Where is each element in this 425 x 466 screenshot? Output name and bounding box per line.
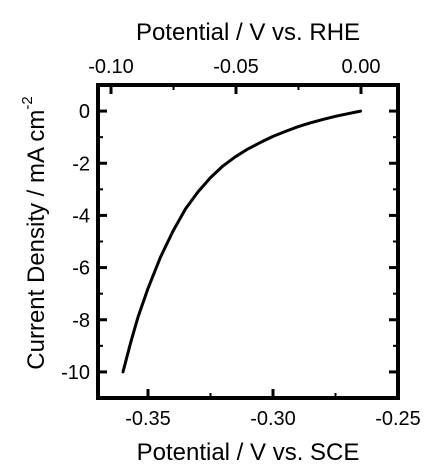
y-tick-label-5: -10 bbox=[61, 362, 90, 384]
tick-labels: -0.35 -0.30 -0.25 -0.10 -0.05 0.00 0 -2 -4 -6 -8 -1… bbox=[61, 56, 421, 430]
y-tick-label-2: -4 bbox=[72, 205, 90, 227]
y-tick-label-0: 0 bbox=[79, 101, 90, 123]
left-axis-title-superscript: -2 bbox=[19, 96, 36, 109]
plot-area bbox=[96, 83, 400, 400]
x-tick-label-2: -0.25 bbox=[375, 408, 421, 430]
plot-frame bbox=[96, 83, 400, 400]
x-tick-label-1: -0.30 bbox=[250, 408, 296, 430]
top-axis-title: Potential / V vs. RHE bbox=[136, 19, 360, 46]
x2-tick-label-1: -0.05 bbox=[213, 56, 259, 78]
y-tick-label-3: -6 bbox=[72, 258, 90, 280]
left-axis-title-main: Current Density / mA cm bbox=[23, 110, 50, 370]
x2-tick-label-0: -0.10 bbox=[88, 56, 134, 78]
ticks bbox=[98, 85, 400, 398]
left-axis-title: Current Density / mA cm-2 bbox=[19, 96, 50, 369]
y-tick-label-4: -8 bbox=[72, 310, 90, 332]
x2-tick-label-2: 0.00 bbox=[342, 56, 381, 78]
x-tick-label-0: -0.35 bbox=[125, 408, 171, 430]
y-tick-label-1: -2 bbox=[72, 153, 90, 175]
bottom-axis-title: Potential / V vs. SCE bbox=[137, 439, 360, 466]
series-line-0 bbox=[121, 109, 362, 374]
